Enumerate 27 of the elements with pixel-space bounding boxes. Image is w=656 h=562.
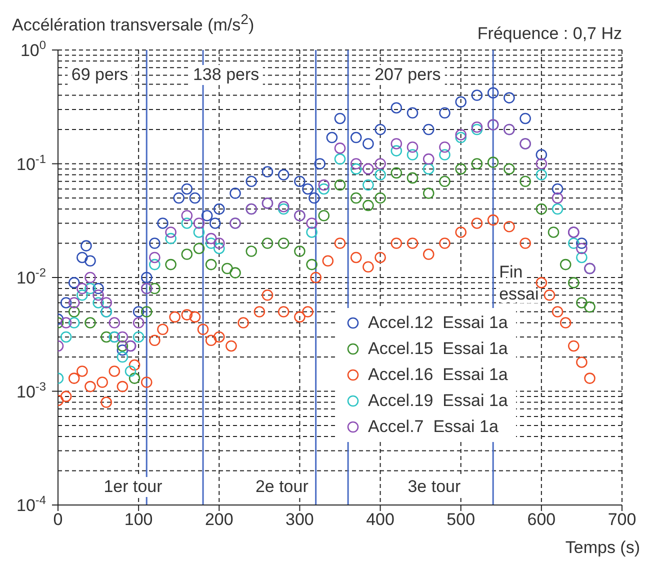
x-tick-label: 100	[124, 510, 153, 530]
legend-label: Accel.7 Essai 1a	[368, 416, 498, 438]
legend-label: Accel.19 Essai 1a	[368, 390, 508, 412]
y-axis-title: Accélération transversale (m/s$^{2}$)	[12, 12, 254, 36]
y-tick-label: 10$^{-2}$	[16, 266, 46, 288]
annotation: 138 pers	[188, 64, 264, 85]
y-tick-label: 10$^{0}$	[20, 38, 46, 60]
y-tick-label: 10$^{-4}$	[16, 493, 46, 515]
legend-label: Accel.12 Essai 1a	[368, 312, 508, 334]
x-tick-label: 400	[366, 510, 394, 530]
legend-label: Accel.16 Essai 1a	[368, 364, 508, 386]
legend-label: Accel.15 Essai 1a	[368, 338, 508, 360]
annotation: 3e tour	[404, 476, 465, 497]
annotation: 69 pers	[67, 64, 132, 85]
x-tick-label: 300	[286, 510, 314, 530]
annotation: 1er tour	[100, 476, 166, 497]
x-tick-label: 700	[608, 510, 636, 530]
x-tick-label: 0	[53, 510, 63, 530]
y-tick-label: 10$^{-1}$	[16, 152, 46, 174]
x-tick-label: 500	[446, 510, 476, 530]
x-tick-label: 600	[527, 510, 556, 530]
annotation: 2e tour	[251, 476, 312, 497]
y-tick-label: 10$^{-3}$	[16, 379, 46, 402]
x-axis-title: Temps (s)	[565, 538, 640, 558]
x-tick-label: 200	[204, 510, 234, 530]
annotation: 207 pers	[370, 64, 445, 85]
chart-subtitle: Fréquence : 0,7 Hz	[477, 24, 622, 44]
